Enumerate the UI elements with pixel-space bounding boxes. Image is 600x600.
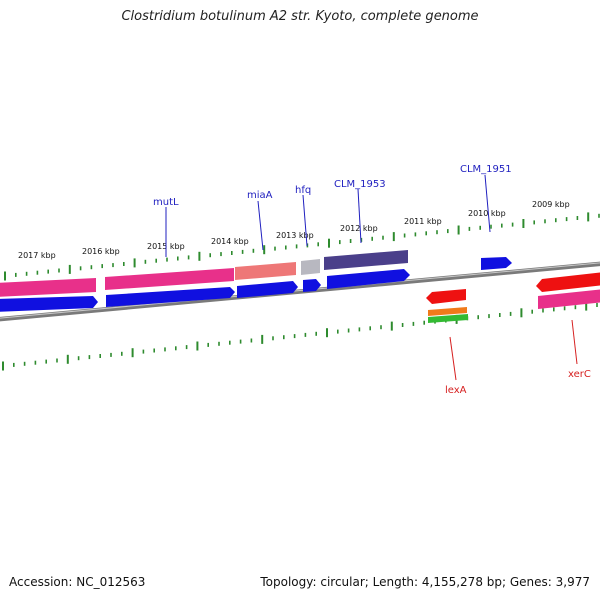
gene-feature-salmon-miaA[interactable]: [235, 262, 296, 280]
kbp-label-2016: 2016 kbp: [82, 247, 120, 256]
gene-label-miaA[interactable]: miaA: [247, 190, 273, 201]
gene-feature-blue-CLM_1951[interactable]: [481, 257, 512, 270]
upper-scale-ticks: [4, 212, 600, 281]
genome-backbone: [0, 261, 600, 322]
gene-feature-pink-right[interactable]: [538, 289, 600, 309]
gene-label-lexA[interactable]: lexA: [445, 385, 467, 396]
leader-hfq: [302, 194, 308, 247]
gene-feature-orange[interactable]: [428, 307, 467, 316]
gene-label-mutL[interactable]: mutL: [153, 197, 179, 208]
gene-feature-red-lexA[interactable]: [426, 289, 466, 304]
gene-feature-blue-4[interactable]: [303, 279, 321, 292]
gene-feature-green[interactable]: [428, 314, 468, 323]
gene-feature-pink-left[interactable]: [0, 278, 96, 297]
leader-lexA: [449, 336, 457, 381]
gene-feature-blue-left[interactable]: [0, 296, 98, 312]
gene-feature-pink-mutL[interactable]: [105, 268, 234, 290]
gene-label-hfq[interactable]: hfq: [295, 185, 311, 196]
leader-xerC: [571, 319, 578, 365]
kbp-label-2013: 2013 kbp: [276, 231, 314, 240]
accession-text: Accession: NC_012563: [9, 575, 146, 589]
gene-feature-gray-hfq[interactable]: [301, 259, 320, 275]
kbp-label-2010: 2010 kbp: [468, 209, 506, 218]
genome-title: Clostridium botulinum A2 str. Kyoto, com…: [121, 9, 479, 24]
gene-label-CLM_1953[interactable]: CLM_1953: [334, 179, 386, 190]
gene-feature-red-xerC[interactable]: [536, 272, 600, 292]
kbp-label-2012: 2012 kbp: [340, 224, 378, 233]
genome-backbone-highlight: [0, 262, 600, 319]
gene-label-CLM_1951[interactable]: CLM_1951: [460, 164, 512, 175]
leader-CLM_1951: [484, 174, 491, 233]
gene-feature-purple-CLM_1953[interactable]: [324, 250, 408, 270]
kbp-label-2009: 2009 kbp: [532, 200, 570, 209]
gene-feature-blue-5[interactable]: [327, 269, 410, 289]
kbp-label-2011: 2011 kbp: [404, 217, 442, 226]
gene-feature-blue-3[interactable]: [237, 281, 298, 298]
genome-stats-text: Topology: circular; Length: 4,155,278 bp…: [260, 575, 590, 589]
gene-feature-blue-2[interactable]: [106, 287, 235, 307]
leader-miaA: [257, 200, 264, 251]
gene-label-xerC[interactable]: xerC: [568, 369, 591, 380]
kbp-label-2017: 2017 kbp: [18, 251, 56, 260]
kbp-label-2014: 2014 kbp: [211, 237, 249, 246]
leader-CLM_1953: [357, 188, 362, 244]
